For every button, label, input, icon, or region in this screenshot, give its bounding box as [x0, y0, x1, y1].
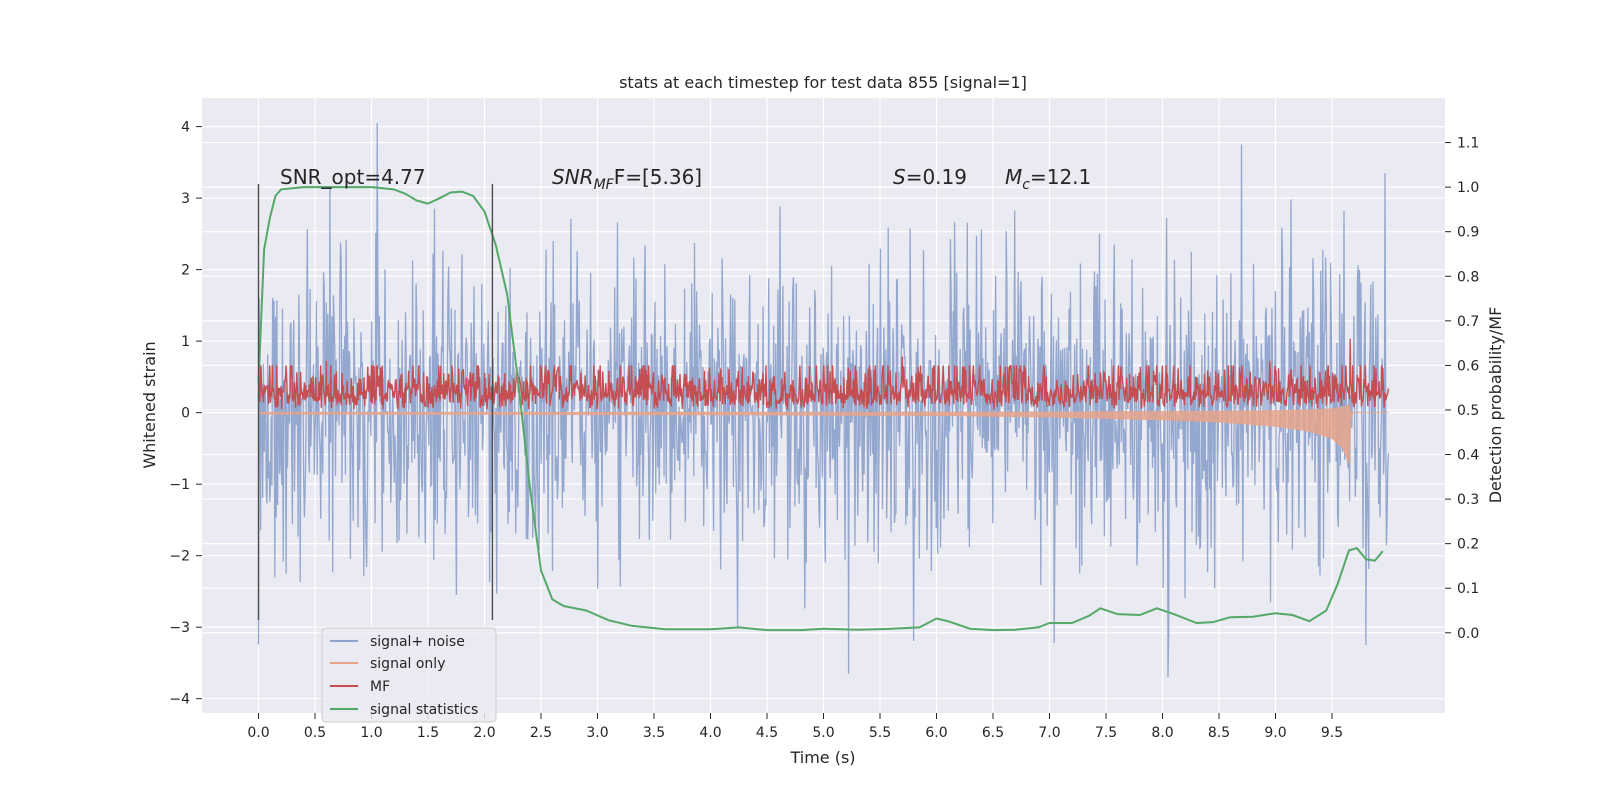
snr-mf-base: SNR: [552, 165, 594, 189]
y-right-tick-label: 0.2: [1457, 537, 1479, 553]
x-tick-label: 7.0: [1038, 725, 1060, 741]
chart-title: stats at each timestep for test data 855…: [619, 73, 1027, 92]
x-tick-label: 7.5: [1095, 725, 1117, 741]
series-signal-only: [258, 404, 1389, 465]
legend-box: [321, 627, 497, 723]
y-left-tick-label: 0: [181, 406, 190, 422]
s-base: S: [893, 165, 906, 189]
y-left-tick-label: 1: [181, 334, 190, 350]
y-right-tick-label: 0.5: [1457, 403, 1479, 419]
x-tick-label: 0.0: [247, 725, 269, 741]
mc-sub: c: [1022, 177, 1030, 193]
x-tick-label: 5.0: [812, 725, 834, 741]
y-left-tick-label: 2: [181, 263, 190, 279]
x-axis-label: Time (s): [789, 748, 855, 767]
x-tick-label: 4.5: [756, 725, 778, 741]
y-left-tick-label: 4: [181, 120, 190, 136]
x-tick-label: 3.5: [643, 725, 665, 741]
x-tick-label: 3.0: [586, 725, 608, 741]
y-right-tick-label: 0.8: [1457, 269, 1479, 285]
x-tick-label: 1.5: [417, 725, 439, 741]
annotation-s: S=0.19: [893, 165, 967, 189]
y-right-tick-label: 1.0: [1457, 180, 1479, 196]
x-tick-label: 9.5: [1321, 725, 1343, 741]
x-tick-label: 2.5: [530, 725, 552, 741]
snr-mf-sub: MF: [594, 177, 615, 193]
x-tick-label: 6.5: [982, 725, 1004, 741]
y-right-tick-label: 1.1: [1457, 136, 1479, 152]
y-axis-label-left: Whitened strain: [140, 341, 159, 468]
x-tick-label: 9.0: [1264, 725, 1286, 741]
y-left-tick-label: −4: [169, 692, 190, 708]
series-signal-statistics: [257, 186, 1384, 632]
x-tick-label: 2.0: [473, 725, 495, 741]
y-left-tick-label: −2: [169, 549, 190, 565]
legend-label-mf: MF: [370, 679, 390, 695]
y-left-tick-label: 3: [181, 191, 190, 207]
y-right-tick-label: 0.6: [1457, 358, 1479, 374]
mc-rest: =12.1: [1030, 165, 1091, 189]
legend-label-signal-statistics: signal statistics: [370, 702, 478, 718]
s-rest: =0.19: [906, 165, 967, 189]
x-tick-label: 1.0: [360, 725, 382, 741]
x-tick-label: 4.0: [699, 725, 721, 741]
legend-label-signal-noise: signal+ noise: [370, 634, 465, 650]
snr-mf-rest: F=[5.36]: [614, 165, 702, 189]
y-right-tick-label: 0.7: [1457, 314, 1479, 330]
y-left-tick-label: −1: [169, 477, 190, 493]
annotation-snr-opt: SNR_opt=4.77: [280, 165, 426, 189]
series-mf: [257, 338, 1390, 410]
mc-base: M: [1005, 165, 1022, 189]
annotation-snr-mf: SNRMFF=[5.36]: [552, 165, 702, 193]
tick-labels: 0.0 0.5 1.0 1.5 2.0 2.5 3.0 3.5 4.0 4.5 5.0 5.5 6.0 6…: [169, 120, 1479, 741]
x-tick-label: 8.0: [1151, 725, 1173, 741]
y-right-tick-label: 0.1: [1457, 581, 1479, 597]
y-right-tick-label: 0.4: [1457, 448, 1479, 464]
x-tick-label: 5.5: [869, 725, 891, 741]
series-marks: [257, 122, 1390, 678]
y-right-tick-label: 0.0: [1457, 626, 1479, 642]
legend: signal+ noise signal only MF signal stat…: [321, 627, 497, 723]
x-tick-label: 6.0: [925, 725, 947, 741]
annotation-mc: Mc=12.1: [1005, 165, 1091, 193]
y-axis-label-right: Detection probability/MF: [1486, 307, 1505, 504]
legend-label-signal-only: signal only: [370, 656, 445, 672]
y-left-tick-label: −3: [169, 620, 190, 636]
vertical-lines: [257, 183, 494, 621]
y-right-tick-label: 0.3: [1457, 492, 1479, 508]
y-right-tick-label: 0.9: [1457, 225, 1479, 241]
x-tick-label: 8.5: [1208, 725, 1230, 741]
series-signal-noise: [257, 122, 1390, 678]
x-tick-label: 0.5: [304, 725, 326, 741]
